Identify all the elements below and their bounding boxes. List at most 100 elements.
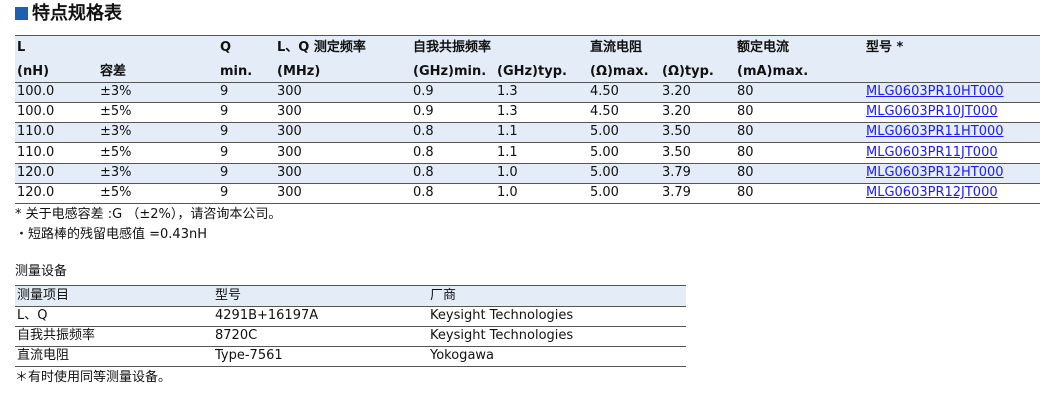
header-cell: L、Q 测定频率: [277, 40, 366, 55]
cell: 1.0: [497, 185, 518, 200]
cell: 5.00: [590, 164, 619, 180]
rule: [15, 162, 1040, 164]
cell: 100.0: [17, 84, 55, 99]
rule: [15, 306, 686, 307]
cell: 300: [277, 144, 302, 160]
rule: [15, 366, 686, 367]
cell: 120.0: [17, 185, 55, 200]
cell: 9: [220, 144, 229, 160]
rule: [15, 346, 686, 347]
cell: 300: [277, 124, 302, 140]
rule: [15, 102, 1040, 103]
row-bg: [15, 83, 1040, 102]
cell: 5.00: [590, 185, 619, 200]
row-bg: [15, 123, 1040, 143]
note: ・短路棒的残留电感值 =0.43nH: [15, 227, 207, 242]
cell: ±5%: [100, 144, 132, 160]
header-cell: L: [17, 40, 26, 55]
cell: 3.20: [662, 104, 691, 120]
header-cell: 自我共振频率: [413, 40, 492, 55]
cell: Yokogawa: [430, 348, 495, 363]
cell: 3.79: [662, 185, 691, 200]
header-cell: (Ω)max.: [590, 64, 649, 79]
header-cell: (MHz): [277, 64, 321, 79]
rule: [15, 82, 1040, 83]
model-link[interactable]: MLG0603PR12HT000: [866, 164, 1004, 180]
model-link[interactable]: MLG0603PR11HT000: [866, 124, 1004, 140]
model-link[interactable]: MLG0603PR12JT000: [866, 185, 998, 200]
cell: ±3%: [100, 164, 132, 180]
cell: 1.1: [497, 144, 518, 160]
cell: 自我共振频率: [17, 328, 96, 343]
cell: 300: [277, 164, 302, 180]
cell: ±3%: [100, 84, 132, 99]
model-link[interactable]: MLG0603PR10JT000: [866, 104, 998, 120]
cell: 5.00: [590, 144, 619, 160]
header-cell: 型号 *: [866, 40, 904, 55]
cell: 9: [220, 104, 229, 120]
cell: Keysight Technologies: [430, 308, 574, 323]
cell: 直流电阻: [17, 348, 70, 363]
cell: L、Q: [17, 308, 48, 323]
cell: 80: [737, 164, 754, 180]
title-square: [15, 7, 28, 20]
cell: 300: [277, 185, 302, 200]
cell: 4.50: [590, 104, 619, 120]
cell: 1.3: [497, 84, 518, 99]
cell: 80: [737, 104, 754, 120]
cell: 3.50: [662, 124, 691, 140]
rule: [15, 326, 686, 327]
cell: 0.9: [413, 104, 434, 120]
cell: 3.20: [662, 84, 691, 99]
rule: [15, 122, 1040, 124]
cell: 100.0: [17, 104, 55, 120]
header-cell: (GHz)typ.: [497, 64, 567, 79]
cell: 9: [220, 164, 229, 180]
title: 特点规格表: [32, 3, 122, 24]
rule: [15, 35, 1040, 36]
cell: 9: [220, 84, 229, 99]
cell: 300: [277, 84, 302, 99]
model-link[interactable]: MLG0603PR11JT000: [866, 144, 998, 160]
cell: 80: [737, 144, 754, 160]
cell: 0.8: [413, 144, 434, 160]
header-cell: min.: [220, 64, 253, 79]
rule: [15, 182, 1040, 184]
model-link[interactable]: MLG0603PR10HT000: [866, 84, 1004, 99]
cell: 4.50: [590, 84, 619, 99]
cell: ±3%: [100, 124, 132, 140]
header-cell: (mA)max.: [737, 64, 809, 79]
cell: 8720C: [215, 328, 258, 343]
cell: 0.9: [413, 84, 434, 99]
header-cell: Q: [220, 40, 232, 55]
cell: 4291B+16197A: [215, 308, 319, 323]
header-cell: 容差: [100, 64, 127, 79]
header-cell: 额定电流: [737, 40, 790, 55]
row-bg: [15, 163, 1040, 183]
header-cell: (Ω)typ.: [662, 64, 714, 79]
header-bg: [15, 286, 686, 306]
cell: 3.79: [662, 164, 691, 180]
cell: 1.1: [497, 124, 518, 140]
cell: ±5%: [100, 185, 132, 200]
header-cell: (nH): [17, 64, 50, 79]
cell: 80: [737, 84, 754, 99]
rule: [15, 285, 686, 286]
rule: [15, 142, 1040, 144]
section-title: 测量设备: [15, 264, 68, 279]
cell: 9: [220, 185, 229, 200]
header-cell: 测量项目: [17, 288, 70, 303]
cell: 0.8: [413, 185, 434, 200]
cell: 3.50: [662, 144, 691, 160]
cell: Keysight Technologies: [430, 328, 574, 343]
cell: 300: [277, 104, 302, 120]
header-cell: (GHz)min.: [413, 64, 487, 79]
cell: 0.8: [413, 124, 434, 140]
cell: Type-7561: [215, 348, 283, 363]
cell: 9: [220, 124, 229, 140]
cell: 110.0: [17, 124, 55, 140]
cell: 110.0: [17, 144, 55, 160]
header-bg: [15, 36, 1040, 82]
header-cell: 型号: [215, 288, 242, 303]
cell: 5.00: [590, 124, 619, 140]
